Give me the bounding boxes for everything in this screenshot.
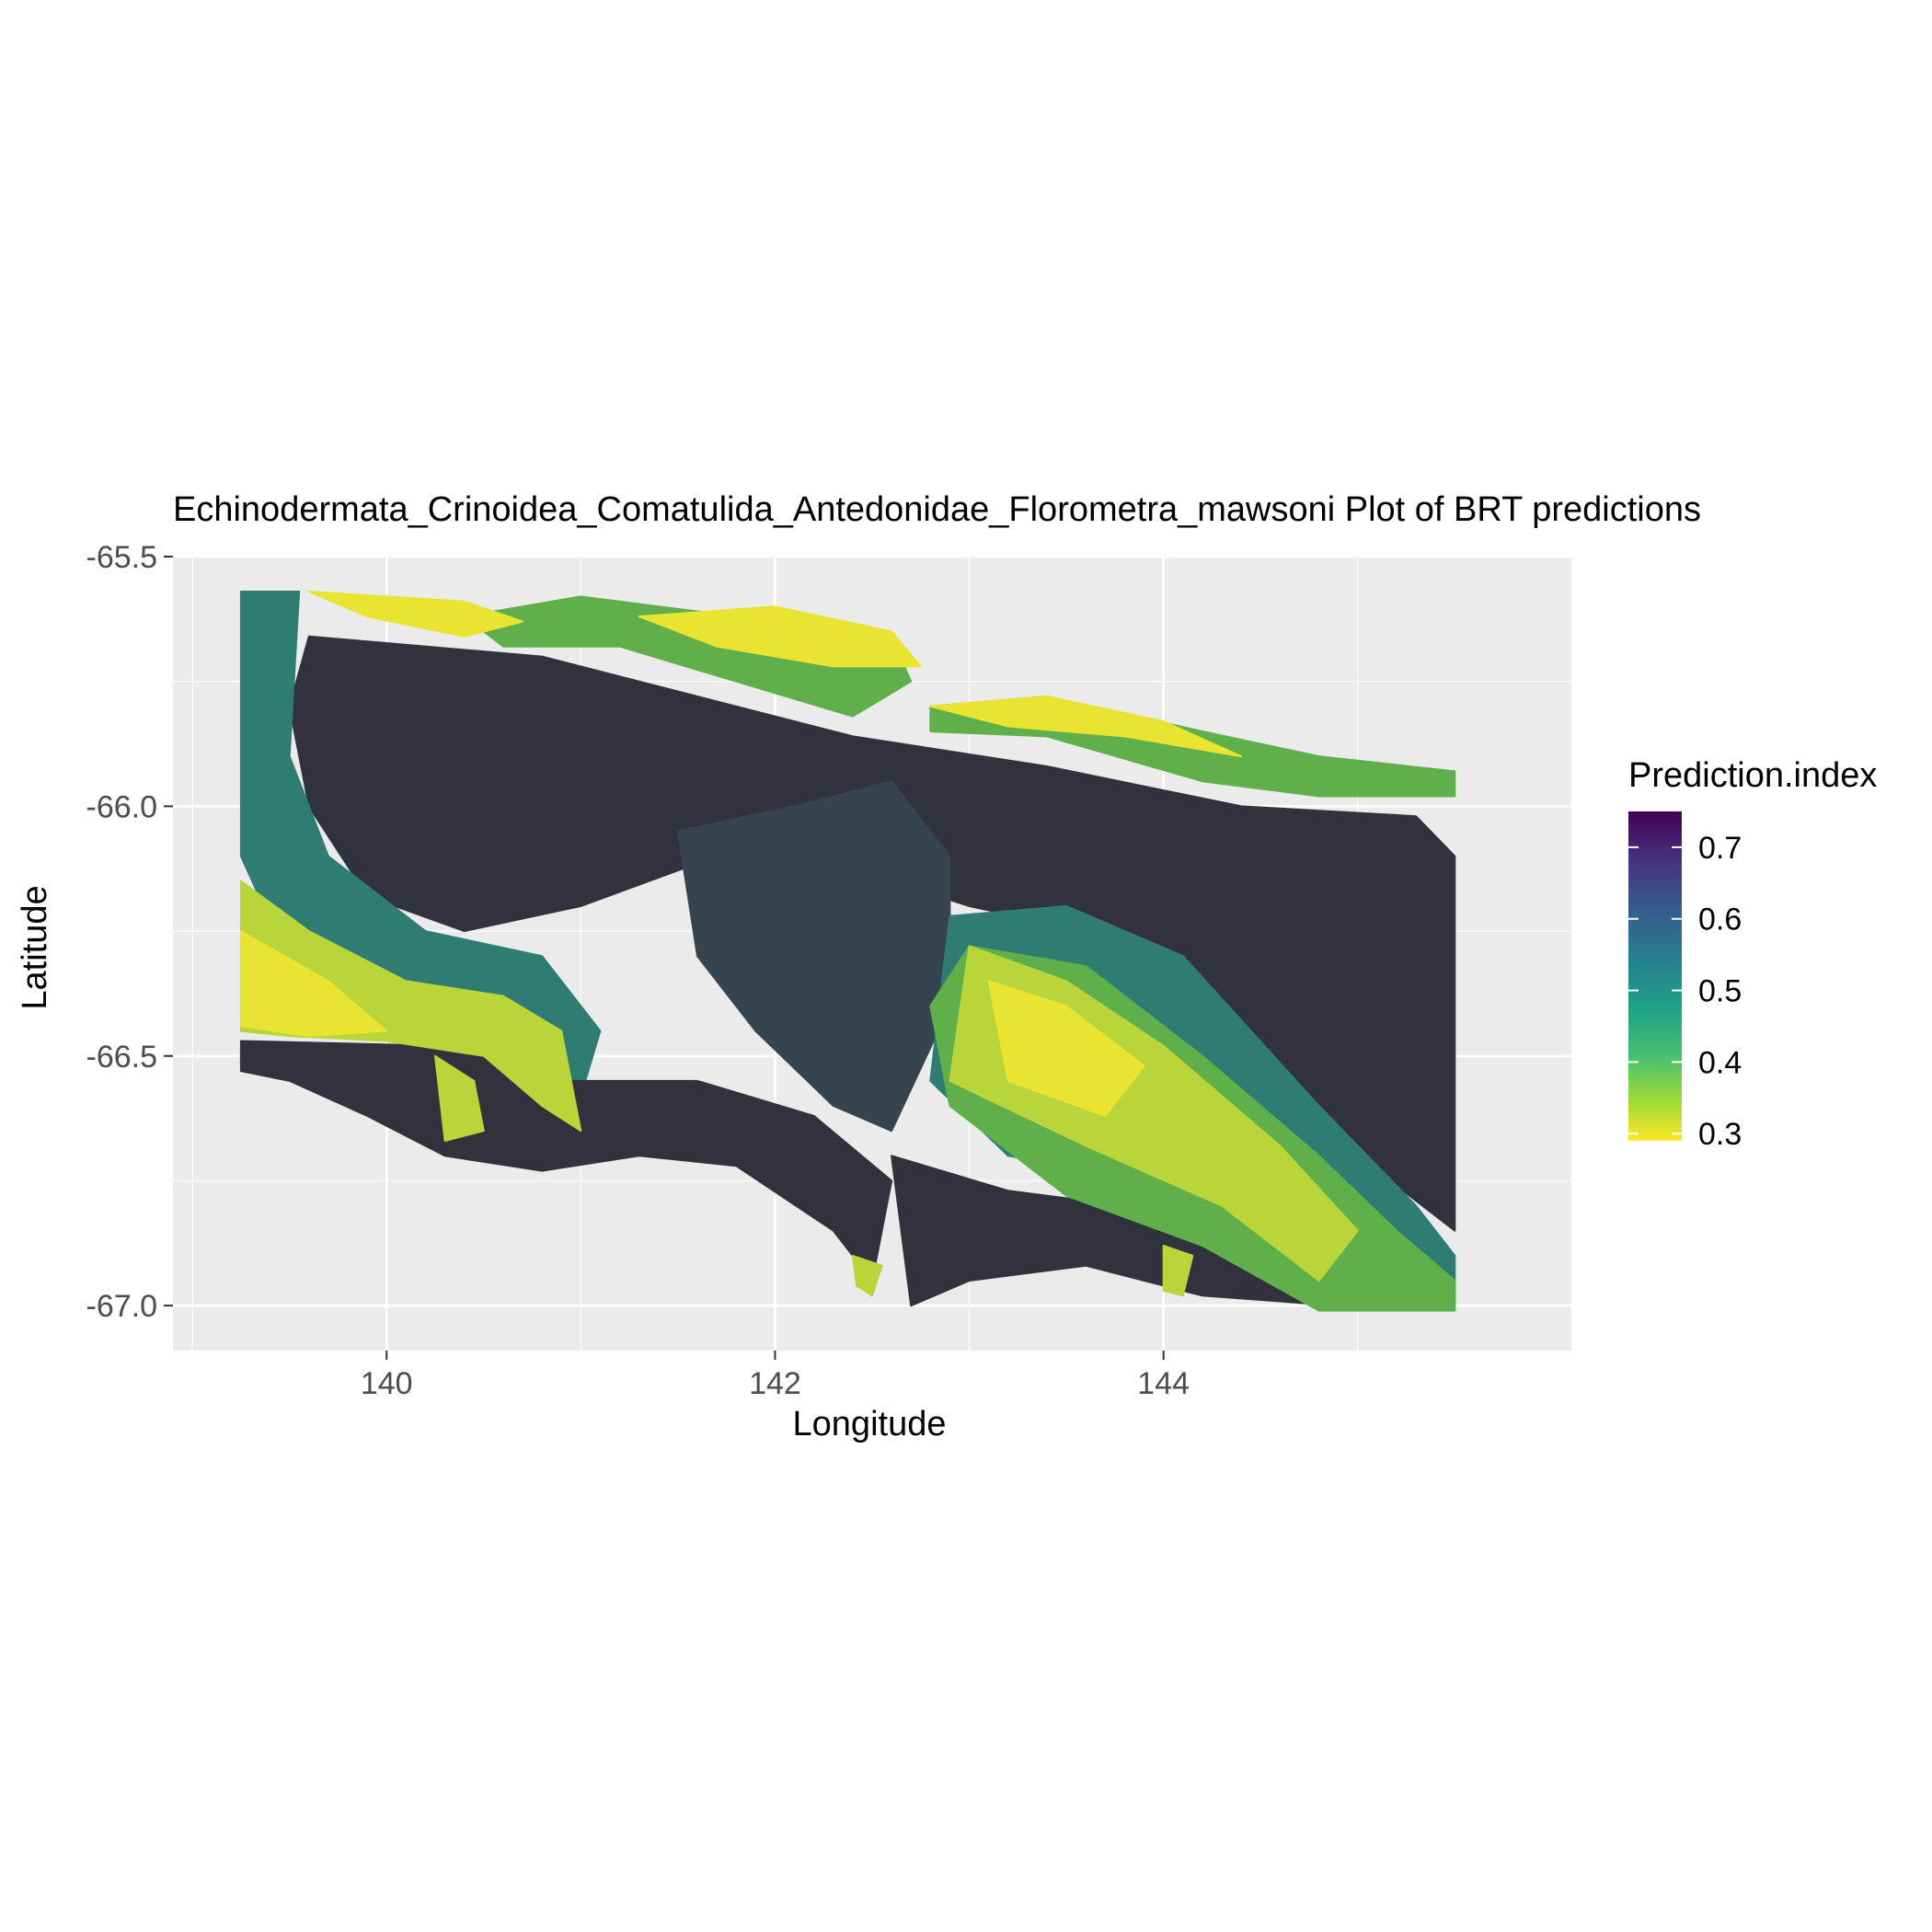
x-tick-label: 144 — [1137, 1366, 1190, 1401]
y-tick-label: -65.5 — [86, 540, 158, 575]
legend: Prediction.index 0.7 0.6 0.5 0.4 0.3 — [1628, 756, 1877, 1152]
region-south-lobe-east — [1162, 1245, 1194, 1297]
region-west-lowest-core — [239, 930, 388, 1038]
chart-title: Echinodermata_Crinoidea_Comatulida_Anted… — [173, 490, 1701, 529]
x-tick-label: 140 — [361, 1366, 413, 1401]
y-tick-label: -66.5 — [86, 1040, 158, 1075]
legend-tick-label: 0.5 — [1698, 974, 1742, 1009]
region-north-shelf-lowest-b — [638, 605, 922, 668]
legend-tick-label: 0.3 — [1698, 1117, 1742, 1152]
legend-tick-label: 0.4 — [1698, 1045, 1742, 1080]
region-north-shelf-east-lowest — [929, 696, 1243, 758]
region-south-lobe-west — [434, 1054, 485, 1142]
x-axis: 140 142 144 — [361, 1351, 1190, 1401]
heatmap-regions — [239, 591, 1456, 1312]
x-tick-label: 142 — [749, 1366, 801, 1401]
legend-title: Prediction.index — [1628, 756, 1877, 795]
y-tick-label: -66.0 — [86, 789, 158, 824]
legend-tick-label: 0.7 — [1698, 831, 1742, 866]
y-tick-label: -67.0 — [86, 1289, 158, 1324]
x-axis-title: Longitude — [793, 1405, 947, 1443]
region-west-low-lobe — [239, 880, 582, 1133]
y-axis: -65.5 -66.0 -66.5 -67.0 — [86, 540, 173, 1324]
region-north-shelf-lowest-a — [307, 591, 523, 638]
region-central-ridge — [676, 780, 951, 1133]
region-south-coast-west — [239, 1040, 893, 1282]
legend-colorbar — [1628, 811, 1682, 1141]
region-south-lobe-mid — [851, 1254, 883, 1297]
y-axis-title: Latitude — [16, 885, 54, 1009]
legend-tick-label: 0.6 — [1698, 903, 1742, 937]
region-east-lowest-core — [987, 980, 1145, 1117]
